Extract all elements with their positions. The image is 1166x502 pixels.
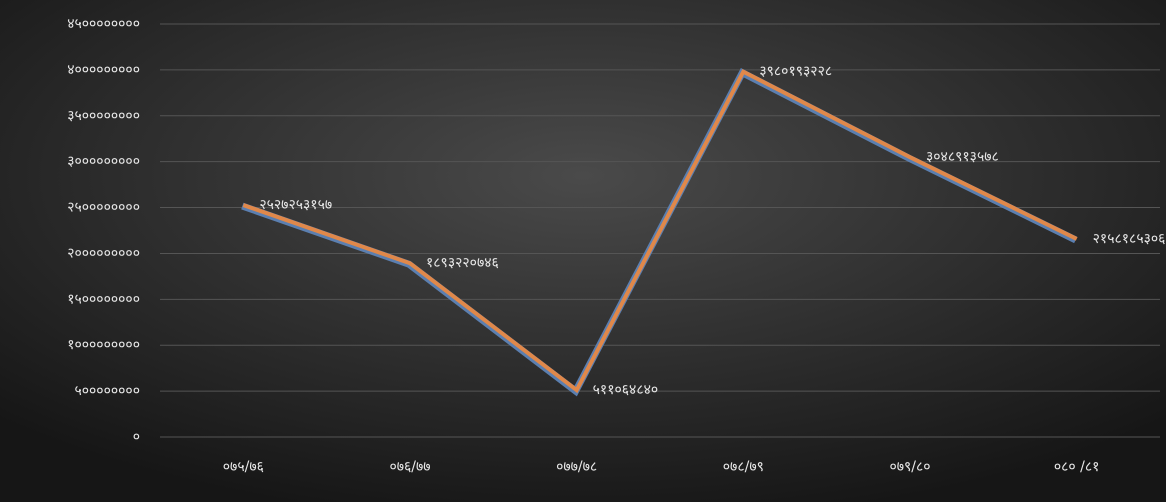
data-label: २५२७२५३१५७ [259, 197, 332, 213]
x-tick-label: ०८० /८१ [1054, 459, 1100, 475]
y-tick-label: ३००००००००० [67, 154, 140, 170]
data-label: ३९८०१९३२२८ [759, 64, 832, 80]
y-tick-label: ४००००००००० [67, 62, 140, 78]
y-tick-label: ३५०००००००० [67, 108, 140, 124]
y-tick-label: १००००००००० [67, 337, 140, 353]
y-tick-label: १५०००००००० [67, 291, 140, 307]
y-tick-label: ० [133, 429, 140, 445]
data-label: ५११०६४८४० [593, 382, 659, 398]
data-label: १८९३२२०७४६ [426, 255, 499, 271]
x-tick-label: ०७६/७७ [389, 459, 430, 475]
x-tick-label: ०७९/८० [889, 459, 930, 475]
y-tick-label: २५०००००००० [67, 200, 140, 216]
y-tick-label: २००००००००० [67, 245, 140, 261]
x-tick-label: ०७८/७९ [723, 459, 764, 475]
x-tick-label: ०७५/७६ [223, 459, 264, 475]
line [242, 69, 1078, 394]
data-label: २१५८१८५३०६ [1093, 231, 1166, 247]
y-tick-label: ५०००००००० [74, 383, 140, 399]
x-tick-label: ०७७/७८ [556, 459, 597, 475]
data-label: ३०४८९१३५७८ [926, 149, 999, 165]
y-tick-label: ४५०००००००० [67, 16, 140, 32]
